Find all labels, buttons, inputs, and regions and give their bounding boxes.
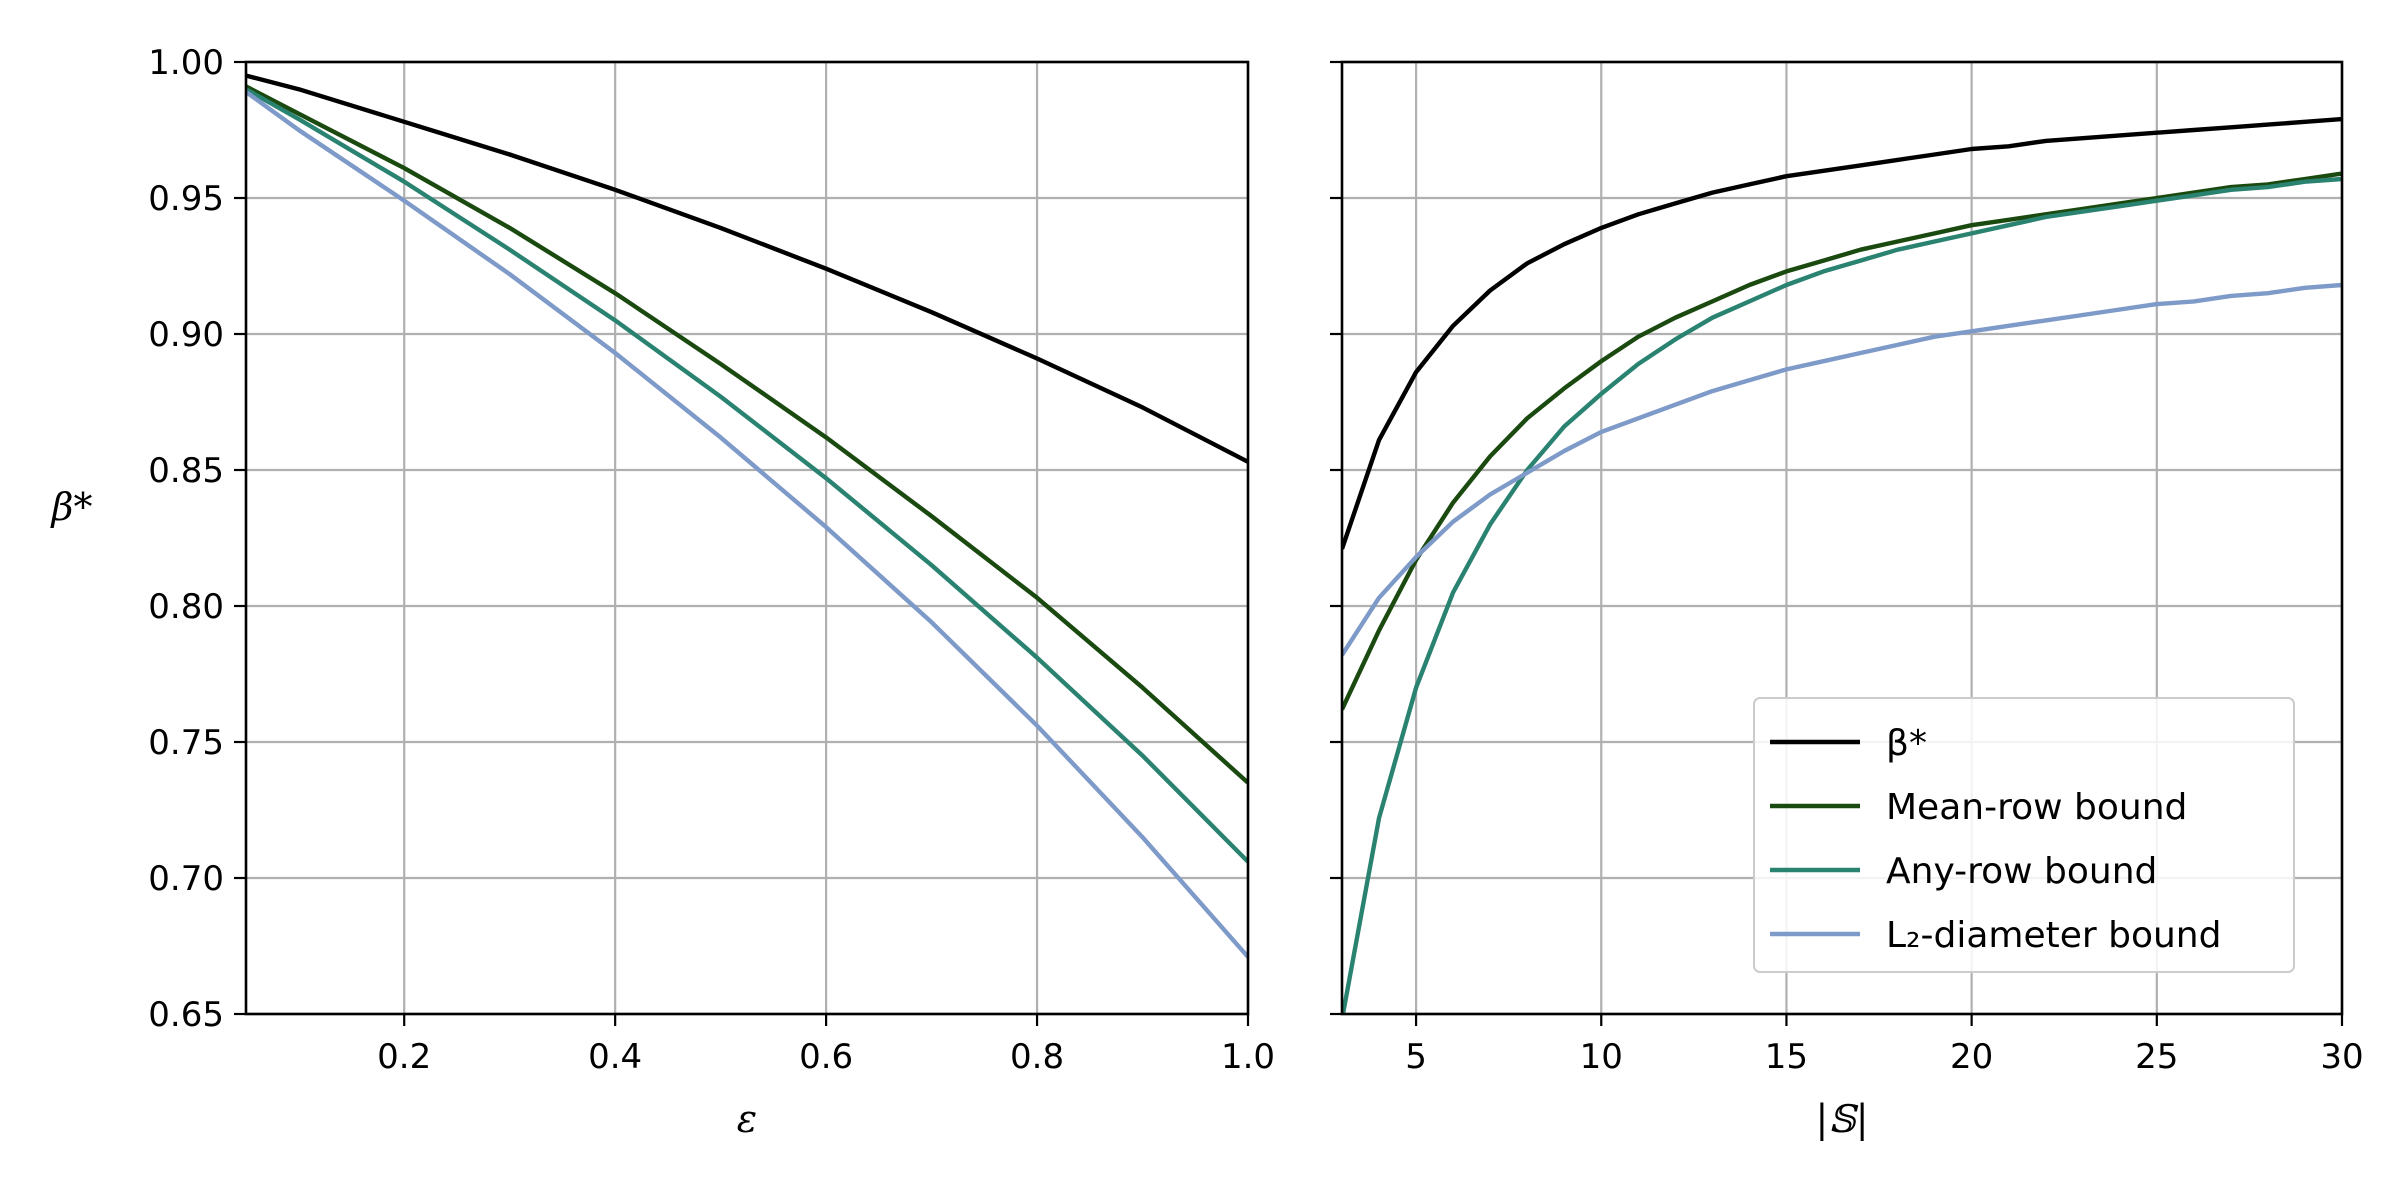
x-tick-label: 0.2 <box>377 1037 431 1077</box>
legend-label: Mean-row bound <box>1886 787 2187 828</box>
series-line-2 <box>1342 171 2342 711</box>
series-line-4 <box>246 90 1248 959</box>
x-tick-label: 1.0 <box>1221 1037 1275 1077</box>
right-panel: 5 10 15 20 25 30 |𝕊| β* Mean-row bound Any-row … <box>1330 60 2364 1141</box>
left-x-tick-labels: 0.2 0.4 0.6 0.8 1.0 <box>377 1037 1275 1077</box>
x-tick-label: 30 <box>2320 1037 2363 1077</box>
legend: β* Mean-row bound Any-row bound L₂-diameter… <box>1753 697 2295 973</box>
y-tick-label: 0.95 <box>148 179 224 219</box>
series-line-3 <box>1342 176 2342 1014</box>
y-tick-label: 0.65 <box>148 995 224 1035</box>
legend-label: Any-row bound <box>1886 851 2157 892</box>
left-y-tick-labels: 0.65 0.70 0.75 0.80 0.85 0.90 0.95 1.00 <box>148 43 224 1035</box>
series-line-3 <box>246 87 1248 864</box>
x-tick-label: 5 <box>1405 1037 1427 1077</box>
y-tick-label: 0.90 <box>148 315 224 355</box>
left-series-lines <box>246 73 1248 959</box>
x-tick-label: 10 <box>1580 1037 1623 1077</box>
left-x-axis-label: ε <box>737 1097 757 1141</box>
legend-label: L₂-diameter bound <box>1886 915 2221 956</box>
x-tick-label: 0.4 <box>588 1037 642 1077</box>
series-line-4 <box>1342 282 2342 657</box>
legend-box <box>1753 697 2295 973</box>
left-panel: 0.2 0.4 0.6 0.8 1.0 0.65 0.70 0.75 0.80 0.85 0.90… <box>50 43 1276 1141</box>
series-line-1 <box>246 73 1248 464</box>
right-x-axis-label: |𝕊| <box>1815 1097 1868 1141</box>
series-line-1 <box>1342 116 2342 550</box>
right-series-lines <box>1342 116 2342 1014</box>
x-tick-label: 15 <box>1765 1037 1808 1077</box>
y-tick-label: 1.00 <box>148 43 224 83</box>
y-axis-label: β* <box>50 485 93 529</box>
x-tick-label: 0.8 <box>1010 1037 1064 1077</box>
y-tick-label: 0.80 <box>148 587 224 627</box>
legend-label: β* <box>1886 723 1927 764</box>
series-line-2 <box>246 84 1248 785</box>
x-tick-label: 20 <box>1950 1037 1993 1077</box>
x-tick-label: 0.6 <box>799 1037 853 1077</box>
left-tick-marks <box>234 60 1250 1026</box>
right-x-tick-labels: 5 10 15 20 25 30 <box>1405 1037 2363 1077</box>
y-tick-label: 0.85 <box>148 451 224 491</box>
right-tick-marks <box>1330 60 2344 1026</box>
y-tick-label: 0.75 <box>148 723 224 763</box>
right-plot-frame <box>1340 60 2344 1016</box>
x-tick-label: 25 <box>2135 1037 2178 1077</box>
legend-entries: β* Mean-row bound Any-row bound L₂-diameter… <box>1770 723 2221 956</box>
left-plot-frame <box>244 60 1250 1016</box>
y-tick-label: 0.70 <box>148 859 224 899</box>
